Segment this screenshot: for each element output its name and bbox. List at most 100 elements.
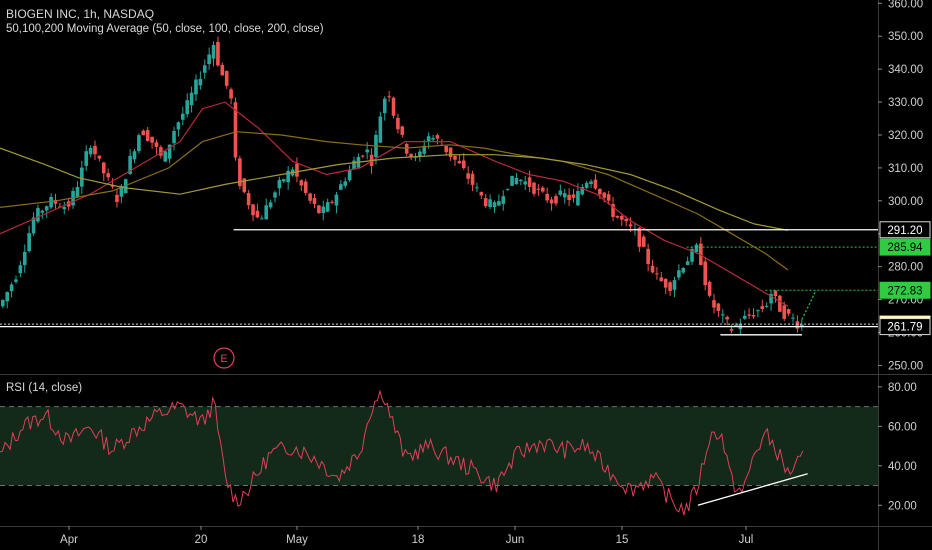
candle-body (729, 328, 734, 331)
candle-body (119, 185, 124, 197)
candle-body (185, 100, 189, 115)
candle-body (202, 65, 207, 73)
candle-body (110, 185, 115, 187)
candle-body (782, 305, 787, 319)
candle-body (799, 324, 804, 327)
candle-body (527, 177, 532, 187)
candle-body (501, 196, 506, 204)
candle-body (742, 315, 747, 319)
candle-body (115, 194, 119, 203)
candle-body (84, 151, 89, 166)
candle-body (220, 64, 225, 76)
candle-body (461, 160, 466, 169)
candle-body (365, 149, 369, 153)
candle-body (571, 194, 576, 198)
candle-body (668, 282, 672, 292)
candle-body (510, 175, 514, 186)
candle-body (159, 147, 163, 156)
candle-body (444, 145, 449, 153)
rsi-line (0, 389, 804, 516)
candle-body (396, 117, 400, 130)
candle-body (549, 199, 554, 204)
candle-body (123, 179, 128, 194)
candle-body (655, 273, 659, 275)
candle-body (53, 199, 58, 204)
candle-body (181, 113, 185, 120)
candle-body (540, 187, 545, 192)
candle-body (145, 130, 150, 141)
candle-body (418, 151, 422, 157)
candle-body (703, 261, 708, 286)
price-level-label: 291.20 (887, 225, 922, 237)
candle-body (167, 144, 172, 159)
candle-body (44, 206, 49, 211)
candle-body (101, 162, 106, 174)
candle-body (207, 54, 211, 65)
candle-body (88, 147, 93, 155)
candle-body (712, 300, 716, 308)
candle-body (475, 187, 479, 189)
candle-body (49, 196, 53, 208)
candle-body (312, 198, 317, 205)
candle-body (31, 217, 36, 234)
earnings-marker-label: E (220, 353, 227, 365)
candle-body (562, 193, 567, 198)
candle-body (685, 261, 690, 266)
candle-body (760, 306, 765, 310)
candle-body (325, 202, 330, 212)
candle-body (198, 78, 203, 86)
candle-body (238, 158, 242, 187)
time-tick-label: Jul (739, 534, 754, 546)
candle-body (382, 98, 387, 114)
time-tick-label: 15 (616, 534, 629, 546)
candle-body (751, 315, 756, 317)
candle-body (80, 167, 84, 187)
candle-body (554, 196, 558, 204)
candle-body (598, 188, 602, 195)
symbol-title: BIOGEN INC, 1h, NASDAQ (6, 7, 155, 21)
candle-body (650, 265, 655, 273)
price-tick-label: 360.00 (888, 0, 923, 10)
candle-body (62, 207, 67, 210)
candle-body (756, 310, 760, 312)
candle-body (483, 198, 488, 207)
candle-body (431, 138, 435, 140)
candle-body (659, 277, 664, 282)
candle-body (422, 145, 427, 154)
price-tick-label: 280.00 (888, 262, 923, 274)
candle-body (172, 130, 176, 144)
candle-body (646, 248, 650, 264)
time-tick-label: Apr (60, 534, 78, 546)
earnings-marker-icon (213, 347, 235, 369)
time-tick-label: May (286, 534, 308, 546)
moving-average-200-line (0, 147, 789, 231)
rsi-tick-label: 80.00 (888, 382, 917, 394)
candle-body (400, 126, 405, 135)
candle-body (716, 303, 721, 312)
price-level-label-box (879, 281, 931, 299)
candle-body (264, 205, 269, 220)
candle-body (409, 153, 413, 157)
candle-body (694, 244, 699, 253)
candle-body (18, 265, 23, 274)
candle-body (663, 279, 668, 288)
candle-body (778, 295, 782, 312)
candle-body (470, 173, 475, 185)
price-tick-label: 330.00 (888, 97, 923, 109)
time-tick-label: 20 (195, 534, 208, 546)
candle-body (308, 193, 312, 201)
price-tick-label: 310.00 (888, 163, 923, 175)
candle-body (22, 251, 27, 266)
candle-body (602, 192, 607, 198)
candle-body (75, 186, 80, 197)
candle-body (339, 184, 343, 190)
candle-body (40, 210, 45, 213)
candle-body (488, 199, 492, 208)
candle-body (699, 243, 703, 265)
candle-body (734, 324, 738, 326)
candle-body (536, 188, 541, 190)
price-level-label: 261.79 (887, 322, 922, 334)
candle-body (720, 314, 725, 316)
candle-body (620, 215, 624, 220)
